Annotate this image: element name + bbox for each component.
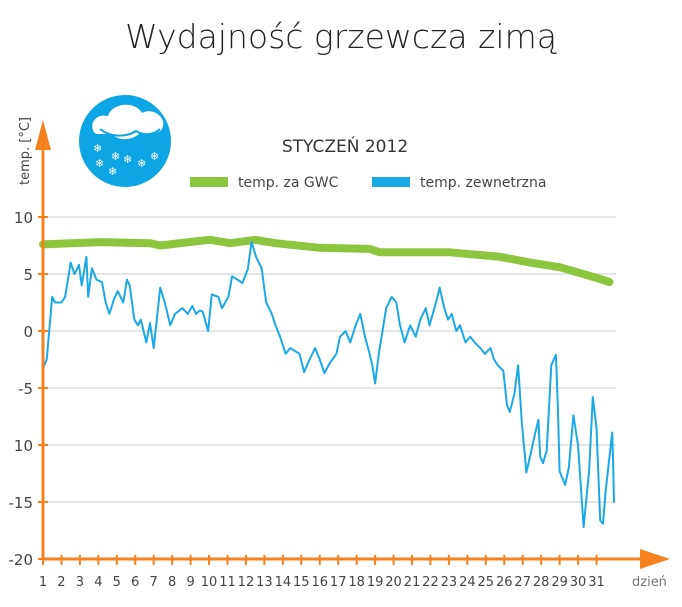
x-tick-label: 30 <box>570 575 587 590</box>
chart-title: Wydajność grzewcza zimą <box>125 17 557 56</box>
x-tick-label: 25 <box>478 575 495 590</box>
cloud-underline <box>99 128 161 137</box>
x-tick-label: 11 <box>219 575 236 590</box>
x-tick-label: 23 <box>441 575 458 590</box>
x-tick-label: 28 <box>533 575 550 590</box>
series-line-outdoor <box>42 241 615 529</box>
legend: temp. za GWC temp. zewnetrzna <box>190 175 546 191</box>
svg-text:❄: ❄ <box>137 157 146 170</box>
x-tick-label: 31 <box>588 575 605 590</box>
x-tick-label: 19 <box>367 575 384 590</box>
snow-cloud-icon: ❄❄ ❄ ❄ ❄❄ ❄ <box>79 95 171 187</box>
snowflakes: ❄❄ ❄ ❄ ❄❄ ❄ <box>93 142 159 178</box>
y-tick-label: -5 <box>18 380 33 398</box>
legend-label-gwc: temp. za GWC <box>238 175 339 191</box>
y-tick-label: 0 <box>23 323 33 341</box>
x-ticks: 1 2 3 4 5 6 7 8 9 10 11 12 13 14 15 16 17 18 19 20 21 22 23 24 2… <box>39 555 605 590</box>
x-tick-label: 5 <box>113 575 121 590</box>
y-tick-label: 5 <box>23 266 33 284</box>
svg-text:❄: ❄ <box>93 142 102 155</box>
y-axis-arrow <box>35 120 51 150</box>
x-tick-label: 4 <box>94 575 102 590</box>
x-tick-label: 26 <box>496 575 513 590</box>
y-ticks: 10 5 0 -5 10 -15 -20 <box>9 209 48 569</box>
x-tick-label: 16 <box>311 575 328 590</box>
x-tick-label: 12 <box>238 575 255 590</box>
svg-text:❄: ❄ <box>123 153 132 166</box>
x-axis-arrow <box>640 549 670 569</box>
grid <box>43 216 616 503</box>
x-tick-label: 2 <box>57 575 65 590</box>
y-tick-label: 10 <box>14 209 33 227</box>
x-tick-label: 1 <box>39 575 47 590</box>
legend-label-outdoor: temp. zewnetrzna <box>420 175 546 191</box>
x-tick-label: 18 <box>348 575 365 590</box>
x-tick-label: 8 <box>168 575 176 590</box>
series-line-gwc <box>39 235 614 286</box>
x-tick-label: 29 <box>551 575 568 590</box>
x-tick-label: 15 <box>293 575 310 590</box>
axes <box>35 120 670 569</box>
x-tick-label: 14 <box>275 575 292 590</box>
x-tick-label: 9 <box>186 575 194 590</box>
x-tick-label: 13 <box>256 575 273 590</box>
x-tick-label: 6 <box>131 575 139 590</box>
y-axis-label: temp. [°C] <box>18 117 33 185</box>
y-tick-label: -15 <box>9 494 34 512</box>
x-tick-label: 27 <box>514 575 531 590</box>
legend-swatch-gwc <box>190 177 228 187</box>
svg-text:❄: ❄ <box>108 165 117 178</box>
y-tick-label: -20 <box>9 551 34 569</box>
x-tick-label: 24 <box>459 575 476 590</box>
svg-text:❄: ❄ <box>150 150 159 163</box>
legend-swatch-outdoor <box>372 177 410 187</box>
chart-subtitle: STYCZEŃ 2012 <box>282 135 408 157</box>
series-lines <box>39 235 615 529</box>
svg-text:❄: ❄ <box>111 150 120 163</box>
x-tick-label: 7 <box>150 575 158 590</box>
x-axis-label: dzień <box>632 575 667 590</box>
x-tick-label: 3 <box>76 575 84 590</box>
x-tick-label: 10 <box>201 575 218 590</box>
svg-text:❄: ❄ <box>95 157 104 170</box>
cloud-shape <box>92 104 164 140</box>
x-tick-label: 20 <box>385 575 402 590</box>
x-tick-label: 22 <box>422 575 439 590</box>
x-tick-label: 21 <box>404 575 421 590</box>
y-tick-label: 10 <box>14 437 33 455</box>
x-tick-label: 17 <box>330 575 347 590</box>
